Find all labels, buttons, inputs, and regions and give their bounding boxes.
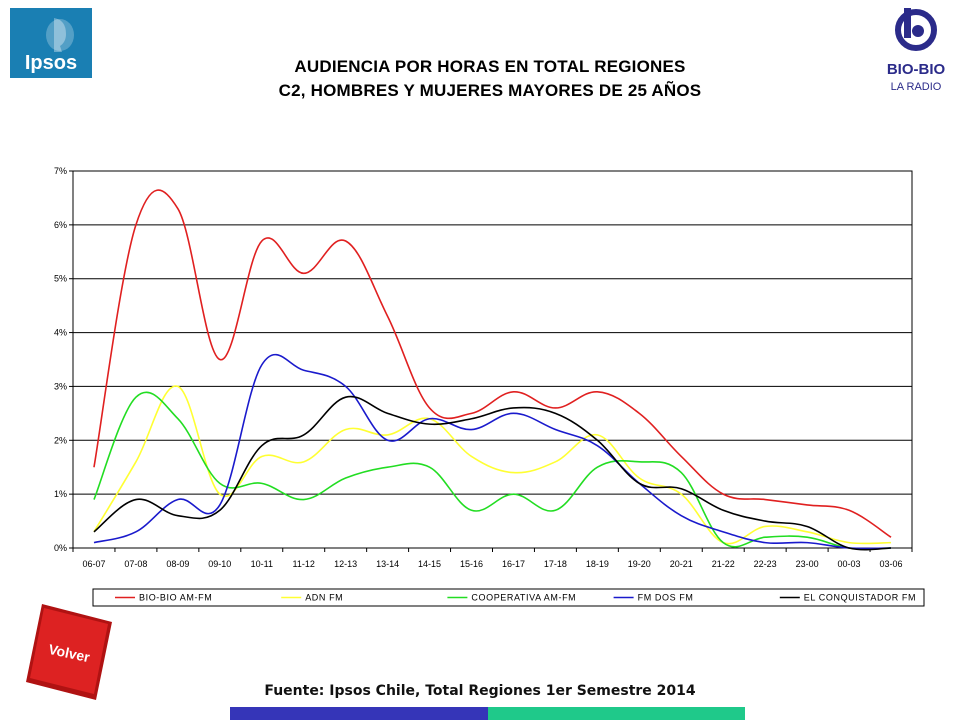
x-tick-label: 00-03	[838, 559, 861, 569]
legend-label: FM DOS FM	[638, 593, 694, 603]
source-caption: Fuente: Ipsos Chile, Total Regiones 1er …	[264, 683, 696, 699]
x-tick-label: 07-08	[124, 559, 147, 569]
legend-label: ADN FM	[305, 593, 343, 603]
x-tick-label: 03-06	[880, 559, 903, 569]
x-tick-label: 13-14	[376, 559, 399, 569]
legend-label: BIO-BIO AM-FM	[139, 593, 212, 603]
x-axis-ticks: 06-07 07-08 08-09 09-10 10-11 11-12 12-13 13-14…	[72, 548, 913, 569]
volver-button[interactable]: Volver	[24, 602, 114, 702]
biobio-logo: BIO-BIO LA RADIO	[887, 8, 946, 93]
y-tick-label: 5%	[54, 274, 67, 284]
legend-label: EL CONQUISTADOR FM	[804, 593, 916, 603]
plot-area	[72, 170, 913, 549]
y-tick-label: 3%	[54, 381, 67, 391]
x-tick-label: 21-22	[712, 559, 735, 569]
x-tick-label: 16-17	[502, 559, 525, 569]
x-tick-label: 12-13	[334, 559, 357, 569]
series-line-3	[93, 353, 892, 550]
x-tick-label: 23-00	[796, 559, 819, 569]
series-line-0	[93, 189, 892, 538]
y-tick-label: 4%	[54, 328, 67, 338]
x-tick-label: 17-18	[544, 559, 567, 569]
y-axis-ticks: 0% 1% 2% 3% 4% 5% 6% 7%	[54, 166, 73, 553]
x-tick-label: 09-10	[208, 559, 231, 569]
x-tick-label: 14-15	[418, 559, 441, 569]
biobio-logo-subtext: LA RADIO	[891, 81, 942, 93]
footer-bar-blue	[230, 707, 488, 720]
y-tick-label: 2%	[54, 435, 67, 445]
x-tick-label: 15-16	[460, 559, 483, 569]
footer-bar-green	[488, 707, 745, 720]
chart-title-line2: C2, HOMBRES Y MUJERES MAYORES DE 25 AÑOS	[278, 81, 702, 100]
ipsos-logo-text: Ipsos	[25, 52, 77, 74]
x-tick-label: 20-21	[670, 559, 693, 569]
legend-box	[92, 588, 925, 607]
x-tick-label: 08-09	[166, 559, 189, 569]
ipsos-logo: Ipsos	[10, 8, 92, 78]
y-tick-label: 1%	[54, 489, 67, 499]
x-tick-label: 22-23	[754, 559, 777, 569]
legend-label: COOPERATIVA AM-FM	[471, 593, 576, 603]
x-tick-label: 18-19	[586, 559, 609, 569]
y-tick-label: 6%	[54, 220, 67, 230]
y-tick-label: 0%	[54, 543, 67, 553]
chart-legend: BIO-BIO AM-FM ADN FM COOPERATIVA AM-FM FM D…	[92, 588, 925, 607]
series-lines	[93, 189, 892, 551]
x-tick-label: 19-20	[628, 559, 651, 569]
y-tick-label: 7%	[54, 166, 67, 176]
x-tick-label: 11-12	[293, 559, 315, 569]
x-tick-label: 10-11	[251, 559, 273, 569]
biobio-logo-text: BIO-BIO	[887, 61, 946, 78]
x-tick-label: 06-07	[82, 559, 105, 569]
chart-grid	[72, 170, 913, 549]
chart-title-line1: AUDIENCIA POR HORAS EN TOTAL REGIONES	[294, 57, 686, 76]
series-line-1	[93, 385, 892, 545]
series-line-4	[93, 395, 892, 551]
